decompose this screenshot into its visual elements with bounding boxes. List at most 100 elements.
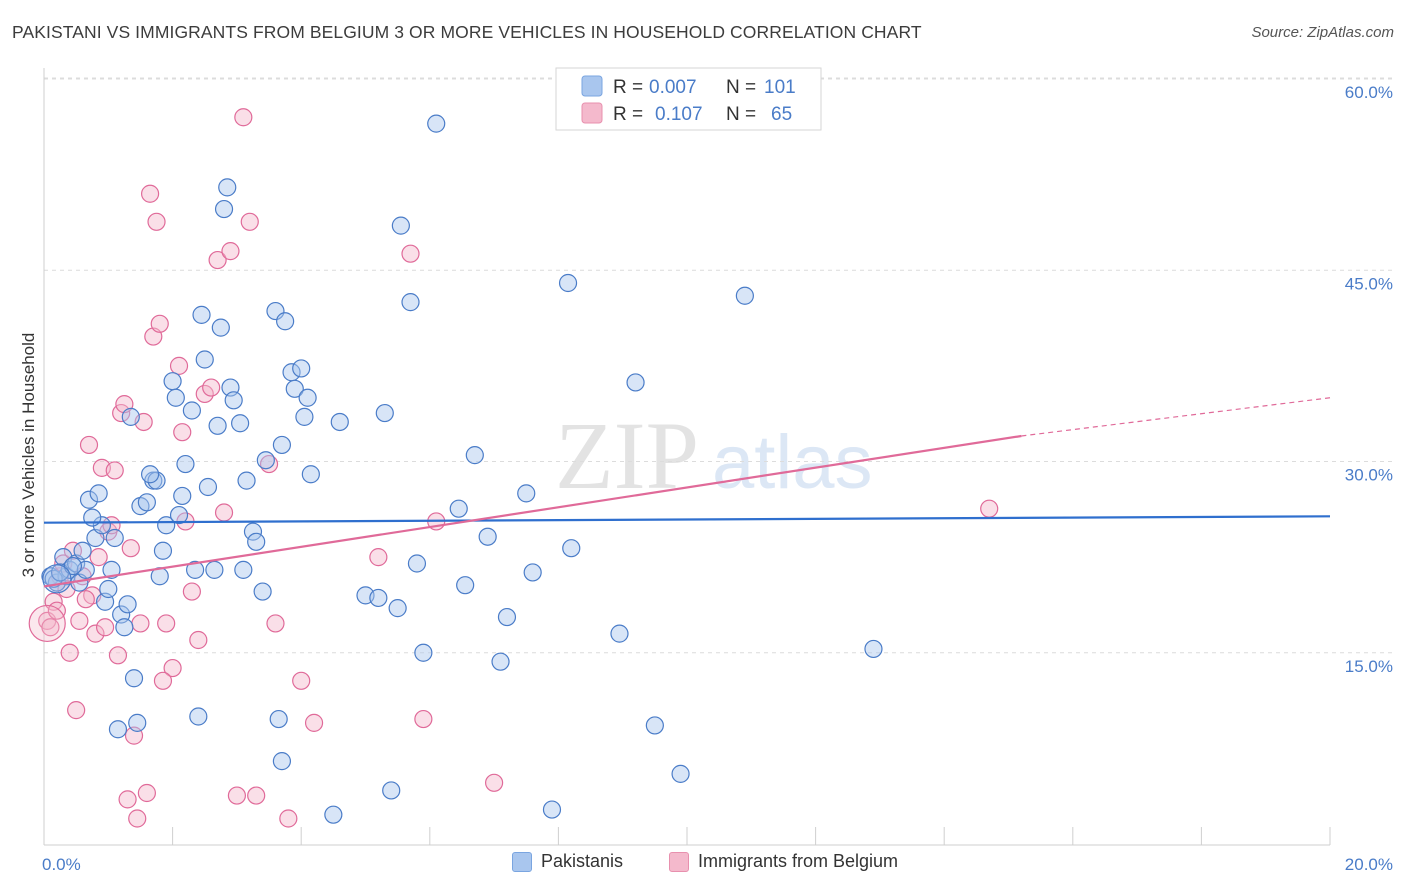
trend-lines (43, 397, 1331, 588)
pakistanis-point (99, 579, 118, 599)
immigrants-from-belgium-point (28, 604, 66, 643)
pakistanis-point (128, 713, 147, 732)
pakistanis-point (166, 388, 185, 407)
immigrants-from-belgium-point (137, 783, 156, 803)
trend-line-pakistanis (43, 515, 1331, 524)
immigrants-from-belgium-point (131, 614, 150, 633)
pakistanis-point (523, 563, 542, 582)
immigrants-from-belgium-point (105, 461, 124, 480)
pakistanis-point (169, 505, 189, 525)
immigrants-from-belgium-point (169, 356, 189, 375)
pakistanis-point (276, 312, 295, 331)
pakistanis-point (231, 414, 250, 433)
pakistanis-point (369, 588, 388, 608)
legend-n-value-1: 101 (764, 77, 796, 98)
legend-r-label-2: R = (613, 104, 643, 125)
pakistanis-point (195, 350, 214, 369)
legend-n-label-2: N = (726, 104, 756, 125)
pakistanis-point (330, 412, 349, 432)
bottom-legend-swatch-pakistanis (512, 851, 532, 872)
immigrants-from-belgium-point (157, 614, 176, 633)
pakistanis-point (456, 576, 475, 595)
pakistanis-point (115, 618, 134, 637)
immigrants-from-belgium-point (79, 435, 99, 455)
pakistanis-point (243, 522, 263, 541)
immigrants-from-belgium-point (118, 790, 137, 809)
pakistanis-point (272, 752, 292, 771)
axes: 15.0% 30.0% 45.0% 60.0% (43, 68, 1393, 846)
immigrants-from-belgium-point (401, 244, 420, 263)
y-axis-title: 3 or more Vehicles in Household (19, 333, 38, 578)
immigrants-from-belgium-point (76, 590, 95, 609)
y-tick-label: 30.0% (1345, 466, 1393, 485)
immigrants-from-belgium-point (189, 630, 208, 650)
bottom-legend: Pakistanis Immigrants from Belgium (0, 851, 1406, 879)
pakistanis-point (153, 541, 173, 560)
pakistanis-point (189, 707, 208, 726)
pakistanis-point (124, 669, 144, 688)
pakistanis-point (401, 293, 420, 312)
immigrants-from-belgium-point (41, 618, 60, 637)
chart-title: PAKISTANI VS IMMIGRANTS FROM BELGIUM 3 O… (12, 22, 922, 42)
legend-n-value-2: 65 (771, 104, 792, 125)
pakistanis-point (182, 401, 201, 420)
y-tick-label: 15.0% (1345, 657, 1393, 676)
pakistanis-point (427, 114, 446, 133)
pakistanis-point (205, 560, 224, 579)
pakistanis-point (42, 564, 72, 594)
pakistanis-point (186, 560, 205, 579)
legend-swatch-pakistanis (581, 75, 603, 97)
immigrants-from-belgium-point (108, 646, 128, 665)
immigrants-from-belgium-point (221, 242, 240, 261)
pakistanis-point (89, 484, 108, 503)
bottom-legend-swatch-immigrants-from-belgium (669, 851, 689, 872)
pakistanis-point (388, 599, 407, 618)
pakistanis-point (198, 477, 218, 497)
pakistanis-point (671, 764, 690, 783)
chart-source: Source: ZipAtlas.com (1251, 24, 1394, 41)
immigrants-from-belgium-point (128, 809, 147, 828)
pakistanis-point (285, 379, 304, 398)
pakistanis-point (542, 800, 562, 819)
pakistanis-point (407, 554, 427, 573)
pakistanis-point (256, 451, 275, 470)
pakistanis-point (465, 446, 484, 465)
pakistanis-point (211, 318, 230, 337)
immigrants-from-belgium-point (279, 809, 298, 828)
pakistanis-point (735, 286, 754, 305)
pakistanis-point (192, 305, 211, 324)
immigrants-from-belgium-point (369, 548, 388, 567)
legend-r-value-1: 0.007 (649, 77, 697, 98)
pakistanis-point (298, 388, 317, 407)
pakistanis-point (247, 532, 266, 551)
pakistanis-point (173, 486, 192, 506)
bottom-legend-label-pakistanis: Pakistanis (541, 851, 624, 871)
pakistanis-point (301, 465, 320, 484)
immigrants-from-belgium-point (163, 658, 182, 678)
legend-r-value-2: 0.107 (655, 104, 703, 125)
pakistanis-point (163, 372, 182, 391)
immigrants-from-belgium-point (240, 212, 259, 231)
pakistanis-point (105, 528, 124, 548)
pakistanis-point (610, 624, 629, 643)
pakistanis-point (137, 493, 156, 512)
immigrants-from-belgium-point (121, 539, 140, 558)
trend-line-immigrants-from-belgium (43, 434, 1022, 588)
series-pakistanis-points (41, 114, 883, 824)
immigrants-from-belgium-point (266, 614, 285, 633)
immigrants-from-belgium-point (304, 713, 324, 732)
pakistanis-point (272, 435, 292, 455)
immigrants-from-belgium-point (153, 671, 173, 690)
pakistanis-point (102, 560, 121, 579)
pakistanis-point (92, 516, 111, 535)
pakistanis-point (269, 709, 288, 729)
pakistanis-point (391, 216, 410, 235)
pakistanis-point (224, 391, 243, 410)
immigrants-from-belgium-point (247, 786, 266, 805)
pakistanis-point (234, 560, 253, 579)
legend-n-label-1: N = (726, 77, 756, 98)
immigrants-from-belgium-point (89, 548, 108, 567)
pakistanis-point (864, 639, 883, 659)
immigrants-from-belgium-point (414, 709, 433, 729)
